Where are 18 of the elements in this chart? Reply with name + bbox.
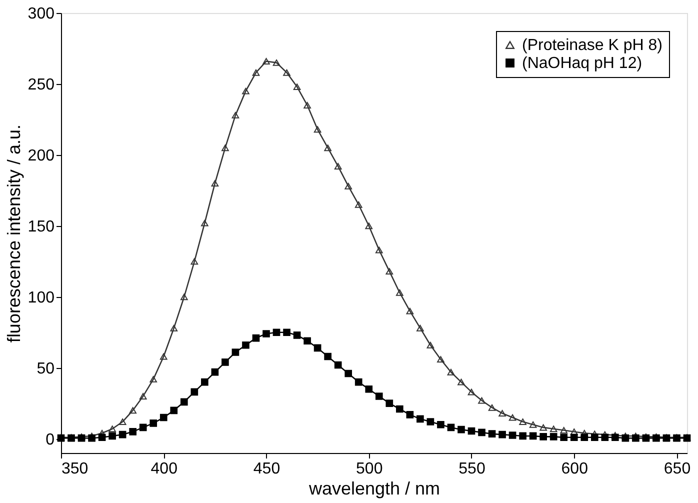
y-tick-label: 300: [28, 6, 55, 22]
x-tick-label: 500: [356, 460, 383, 478]
legend-label: (Proteinase K pH 8): [522, 37, 663, 54]
y-tick-label: 100: [28, 289, 55, 306]
x-tick-label: 400: [150, 460, 178, 478]
legend-label: (NaOHaq pH 12): [522, 55, 642, 72]
x-tick-label: 350: [62, 460, 88, 478]
y-axis-title: fluorescence intensity / a.u.: [4, 124, 24, 343]
x-tick-label: 600: [561, 460, 588, 478]
x-tick-label: 450: [253, 460, 280, 478]
y-tick-label: 50: [36, 360, 55, 378]
y-tick-label: 200: [28, 147, 55, 164]
x-tick-label: 650: [664, 460, 691, 478]
y-tick-label: 0: [46, 431, 55, 448]
x-axis-title: wavelength / nm: [308, 478, 440, 498]
x-tick-label: 550: [458, 460, 486, 478]
y-tick-label: 150: [28, 218, 55, 236]
y-tick-label: 250: [28, 76, 55, 94]
